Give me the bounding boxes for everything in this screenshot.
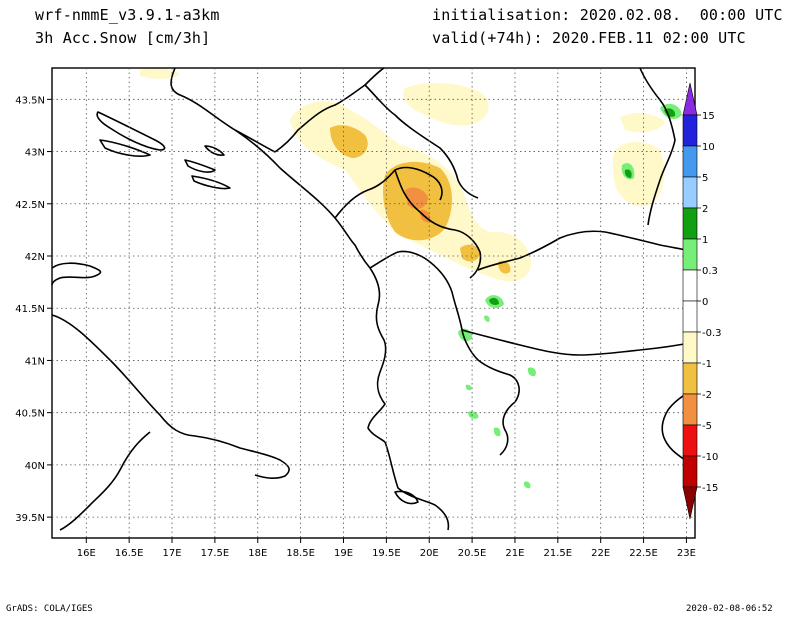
coastline-island bbox=[191, 175, 231, 190]
lon-tick-label: 16.5E bbox=[115, 548, 144, 559]
snow-melt-dark bbox=[489, 297, 499, 305]
colorbar-swatch bbox=[682, 114, 698, 147]
valid-time: valid(+74h): 2020.FEB.11 02:00 UTC bbox=[432, 29, 746, 47]
colorbar-bottom-arrow bbox=[682, 486, 698, 520]
coastlines-borders bbox=[51, 67, 696, 531]
snow-mid-area bbox=[498, 260, 511, 274]
snow-mid-area bbox=[460, 244, 480, 262]
model-name: wrf-nmmE_v3.9.1-a3km bbox=[35, 6, 220, 24]
lat-tick-label: 43N bbox=[25, 148, 45, 159]
lat-tick-label: 39.5N bbox=[15, 513, 45, 524]
colorbar-label: 0 bbox=[702, 297, 708, 308]
coastline-balkan bbox=[234, 129, 387, 443]
lat-tick-label: 42.5N bbox=[15, 200, 45, 211]
colorbar-label: 5 bbox=[702, 173, 708, 184]
colorbar-label: -15 bbox=[702, 483, 718, 494]
snow-light-area bbox=[403, 83, 489, 126]
colorbar-label: 2 bbox=[702, 204, 708, 215]
lon-tick-label: 19.5E bbox=[372, 548, 401, 559]
lon-tick-label: 22.5E bbox=[629, 548, 658, 559]
coastline-aegean bbox=[661, 387, 696, 461]
colorbar-swatch bbox=[682, 207, 698, 240]
border-macedonia bbox=[477, 230, 696, 271]
border-kosovo bbox=[394, 169, 482, 279]
colorbar-swatch bbox=[682, 269, 698, 302]
footer-source: GrADS: COLA/IGES bbox=[6, 604, 93, 614]
colorbar-swatch bbox=[682, 424, 698, 457]
snow-melt-light bbox=[468, 411, 479, 419]
colorbar-label: 10 bbox=[702, 142, 715, 153]
snow-melt-dark bbox=[624, 169, 632, 178]
colorbar-swatch bbox=[682, 145, 698, 178]
lon-tick-label: 17E bbox=[163, 548, 182, 559]
snow-melt-light bbox=[465, 384, 472, 391]
coastline-island bbox=[394, 490, 419, 505]
coastline-island bbox=[204, 145, 225, 156]
lat-tick-label: 43.5N bbox=[15, 95, 45, 106]
lon-tick-label: 20.5E bbox=[458, 548, 487, 559]
colorbar-swatch bbox=[682, 300, 698, 333]
lon-tick-label: 18.5E bbox=[286, 548, 315, 559]
snow-melt-light bbox=[493, 427, 501, 437]
lat-tick-label: 41.5N bbox=[15, 304, 45, 315]
colorbar-label: -10 bbox=[702, 452, 718, 463]
coastline-greece bbox=[384, 441, 450, 531]
colorbar: 15 10 5 2 1 0.3 0 -0.3 -1 -2 -5 -10 -15 bbox=[682, 82, 722, 520]
border-albania bbox=[369, 250, 520, 456]
variable-name: 3h Acc.Snow [cm/3h] bbox=[35, 29, 211, 47]
snow-light-area bbox=[612, 141, 665, 207]
lon-tick-label: 16E bbox=[77, 548, 96, 559]
colorbar-label: 15 bbox=[702, 111, 715, 122]
colorbar-swatch bbox=[682, 238, 698, 271]
lon-tick-label: 21E bbox=[505, 548, 524, 559]
snow-field bbox=[140, 67, 682, 489]
lon-tick-label: 22E bbox=[591, 548, 610, 559]
coastline-italy bbox=[51, 314, 290, 480]
graticule: 16E 16.5E 17E 17.5E 18E 18.5E 19E 19.5E 20E 20.5E… bbox=[15, 68, 696, 559]
colorbar-swatch bbox=[682, 362, 698, 395]
border-serbia bbox=[364, 84, 479, 199]
colorbar-swatch bbox=[682, 331, 698, 364]
snow-light-area bbox=[620, 113, 665, 133]
colorbar-swatch bbox=[682, 393, 698, 426]
lat-tick-label: 41N bbox=[25, 356, 45, 367]
lon-tick-label: 17.5E bbox=[201, 548, 230, 559]
init-time: initialisation: 2020.02.08. 00:00 UTC bbox=[432, 6, 783, 24]
lat-tick-label: 40.5N bbox=[15, 409, 45, 420]
colorbar-label: -1 bbox=[702, 359, 712, 370]
coastline-italy bbox=[51, 262, 102, 286]
border-macedonia-south bbox=[461, 329, 696, 356]
footer-timestamp: 2020-02-08-06:52 bbox=[686, 604, 773, 614]
lat-tick-label: 42N bbox=[25, 252, 45, 263]
coastline-island bbox=[99, 139, 151, 157]
colorbar-label: -5 bbox=[702, 421, 712, 432]
snow-melt-light bbox=[523, 481, 531, 489]
colorbar-label: 0.3 bbox=[702, 266, 718, 277]
border-bosnia bbox=[274, 67, 385, 153]
colorbar-label: -0.3 bbox=[702, 328, 722, 339]
coastline-italy bbox=[59, 431, 151, 531]
colorbar-label: 1 bbox=[702, 235, 708, 246]
lat-tick-label: 40N bbox=[25, 461, 45, 472]
colorbar-label: -2 bbox=[702, 390, 712, 401]
colorbar-swatch bbox=[682, 176, 698, 209]
lon-tick-label: 19E bbox=[334, 548, 353, 559]
lon-tick-label: 21.5E bbox=[544, 548, 573, 559]
snow-mid-area bbox=[330, 125, 368, 158]
colorbar-swatch bbox=[682, 455, 698, 488]
snow-melt-light bbox=[484, 315, 490, 322]
lon-tick-label: 18E bbox=[248, 548, 267, 559]
border-bulgaria bbox=[639, 67, 676, 226]
coastline-island bbox=[184, 159, 216, 173]
coastline-island bbox=[96, 111, 166, 151]
coastline-croatia bbox=[170, 67, 276, 153]
snow-light-area bbox=[140, 67, 180, 79]
lon-tick-label: 20E bbox=[420, 548, 439, 559]
snow-melt-light bbox=[527, 367, 536, 377]
lon-tick-label: 23E bbox=[677, 548, 696, 559]
